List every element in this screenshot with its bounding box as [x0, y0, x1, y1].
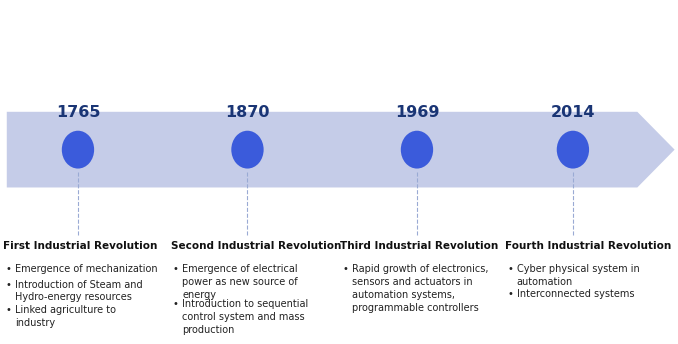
Text: Fourth Industrial Revolution: Fourth Industrial Revolution [505, 241, 671, 251]
Text: Introduction to sequential
control system and mass
production: Introduction to sequential control syste… [182, 299, 308, 334]
Text: •: • [173, 264, 179, 274]
Text: 1870: 1870 [225, 105, 270, 120]
Text: First Industrial Revolution: First Industrial Revolution [3, 241, 158, 251]
Text: Emergence of electrical
power as new source of
energy: Emergence of electrical power as new sou… [182, 264, 298, 300]
Text: Cyber physical system in
automation: Cyber physical system in automation [517, 264, 639, 287]
Text: •: • [342, 264, 348, 274]
Text: Rapid growth of electronics,
sensors and actuators in
automation systems,
progra: Rapid growth of electronics, sensors and… [352, 264, 488, 313]
Text: •: • [507, 264, 513, 274]
Ellipse shape [557, 131, 589, 169]
Text: 1765: 1765 [56, 105, 100, 120]
Polygon shape [7, 112, 675, 187]
Text: 1969: 1969 [395, 105, 439, 120]
Text: Interconnected systems: Interconnected systems [517, 289, 634, 299]
Text: •: • [5, 305, 12, 315]
Text: •: • [5, 280, 12, 290]
Text: •: • [5, 264, 12, 274]
Text: Linked agriculture to
industry: Linked agriculture to industry [15, 305, 116, 327]
Text: Introduction of Steam and
Hydro-energy resources: Introduction of Steam and Hydro-energy r… [15, 280, 142, 302]
Ellipse shape [62, 131, 94, 169]
Text: Third Industrial Revolution: Third Industrial Revolution [340, 241, 498, 251]
Text: 2014: 2014 [551, 105, 595, 120]
Text: •: • [507, 289, 513, 299]
Ellipse shape [401, 131, 433, 169]
Text: •: • [173, 299, 179, 309]
Text: Emergence of mechanization: Emergence of mechanization [15, 264, 157, 274]
Text: Second Industrial Revolution: Second Industrial Revolution [171, 241, 341, 251]
Ellipse shape [231, 131, 264, 169]
